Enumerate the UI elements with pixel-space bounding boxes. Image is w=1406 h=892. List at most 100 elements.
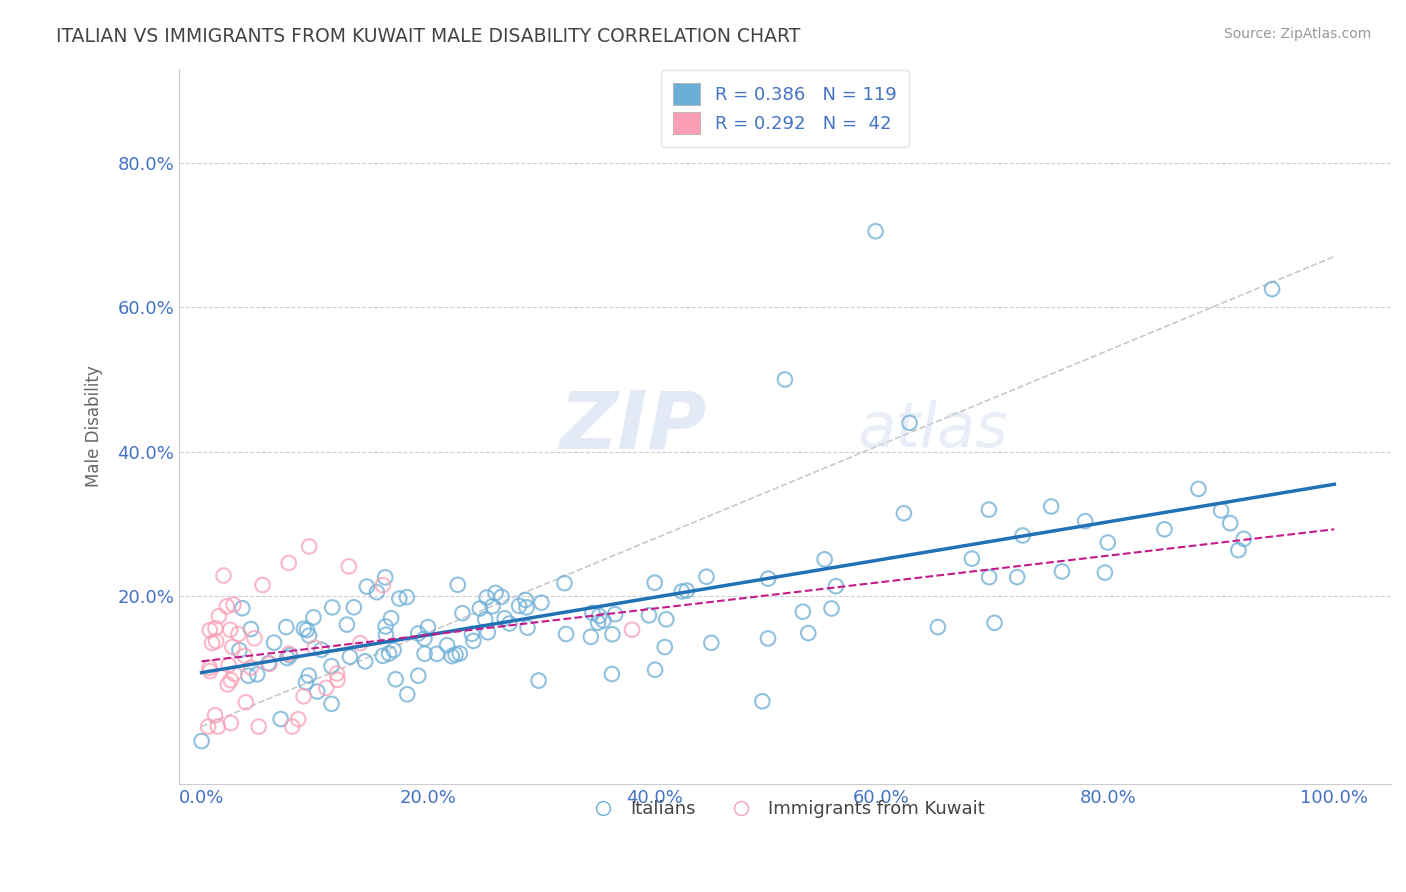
Point [270, 712, 292, 726]
Point [588, 609, 610, 624]
Point [756, 632, 779, 646]
Point [204, 708, 226, 723]
Point [675, 583, 697, 598]
Point [1050, 565, 1073, 579]
Point [198, 624, 221, 638]
Point [406, 626, 429, 640]
Point [380, 611, 402, 625]
Point [481, 599, 503, 614]
Point [257, 657, 280, 671]
Point [307, 684, 329, 698]
Point [371, 578, 394, 592]
Point [444, 648, 467, 662]
Text: Source: ZipAtlas.com: Source: ZipAtlas.com [1223, 27, 1371, 41]
Point [494, 611, 516, 625]
Point [298, 629, 321, 643]
Point [371, 648, 394, 663]
Point [413, 647, 436, 661]
Point [1005, 570, 1028, 584]
Point [1209, 503, 1232, 517]
Point [436, 638, 458, 652]
Point [440, 649, 463, 664]
Point [592, 614, 614, 628]
Point [190, 734, 212, 748]
Point [304, 640, 326, 655]
Point [695, 570, 717, 584]
Point [198, 661, 221, 675]
Point [239, 660, 262, 674]
Point [893, 506, 915, 520]
Point [233, 648, 256, 663]
Point [463, 633, 485, 648]
Point [374, 628, 396, 642]
Point [321, 659, 343, 673]
Point [208, 609, 231, 624]
Point [276, 620, 298, 634]
Point [600, 667, 623, 681]
Point [212, 568, 235, 582]
Point [621, 623, 644, 637]
Point [263, 635, 285, 649]
Point [374, 619, 396, 633]
Point [555, 627, 578, 641]
Point [259, 657, 281, 671]
Point [287, 712, 309, 726]
Point [530, 596, 553, 610]
Point [252, 578, 274, 592]
Point [201, 636, 224, 650]
Point [468, 601, 491, 615]
Point [315, 681, 337, 695]
Point [235, 695, 257, 709]
Point [1219, 516, 1241, 530]
Point [426, 647, 449, 661]
Point [654, 640, 676, 654]
Point [239, 622, 262, 636]
Point [1233, 532, 1256, 546]
Point [1040, 500, 1063, 514]
Point [247, 720, 270, 734]
Point [395, 590, 418, 604]
Point [295, 623, 318, 637]
Point [276, 651, 298, 665]
Point [343, 600, 366, 615]
Point [219, 716, 242, 731]
Point [977, 502, 1000, 516]
Point [321, 697, 343, 711]
Point [671, 584, 693, 599]
Point [277, 647, 299, 661]
Point [413, 632, 436, 646]
Point [326, 673, 349, 687]
Point [416, 620, 439, 634]
Point [281, 720, 304, 734]
Point [221, 640, 243, 654]
Point [295, 675, 318, 690]
Point [204, 621, 226, 635]
Point [374, 570, 396, 584]
Point [219, 623, 242, 637]
Point [228, 627, 250, 641]
Point [231, 601, 253, 615]
Point [1153, 522, 1175, 536]
Point [638, 608, 661, 623]
Point [983, 615, 1005, 630]
Point [474, 612, 496, 626]
Point [366, 585, 388, 599]
Point [354, 654, 377, 668]
Point [792, 605, 814, 619]
Point [927, 620, 949, 634]
Point [484, 586, 506, 600]
Point [384, 672, 406, 686]
Point [382, 643, 405, 657]
Point [243, 632, 266, 646]
Point [461, 627, 484, 641]
Point [197, 720, 219, 734]
Text: atlas: atlas [858, 400, 1008, 460]
Point [217, 677, 239, 691]
Point [1094, 566, 1116, 580]
Point [797, 626, 820, 640]
Text: ZIP: ZIP [558, 387, 706, 466]
Point [516, 621, 538, 635]
Point [756, 572, 779, 586]
Point [278, 648, 301, 663]
Point [527, 673, 550, 688]
